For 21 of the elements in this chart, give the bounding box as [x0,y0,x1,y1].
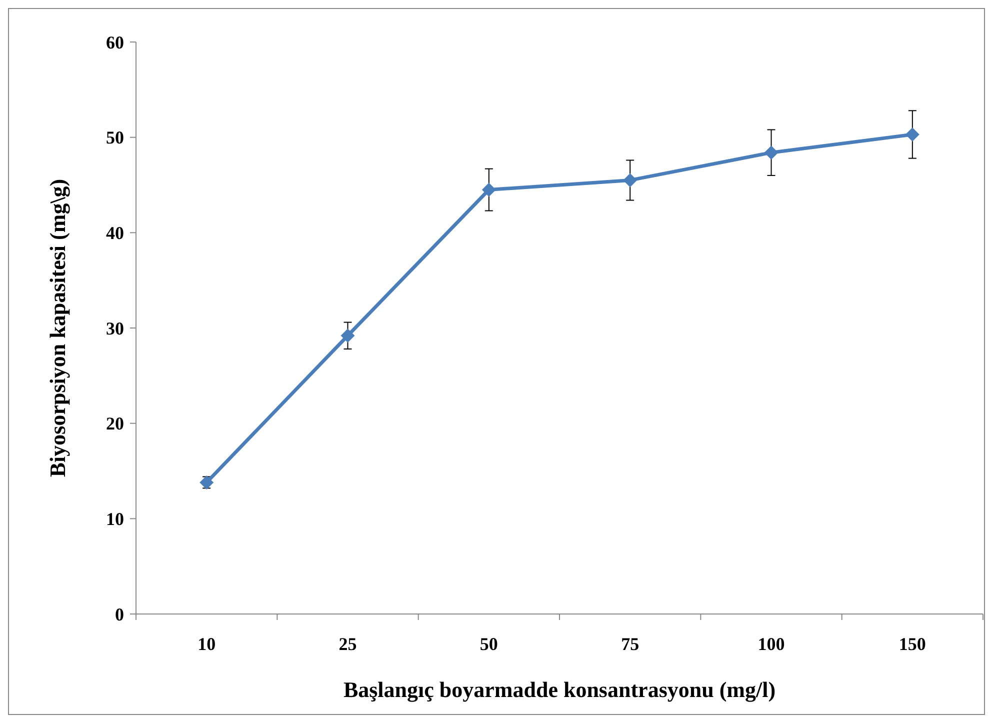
point [200,475,214,490]
point [340,328,355,343]
point [905,127,920,142]
y-tick-label: 50 [106,128,124,148]
x-tick-label: 75 [621,634,640,654]
y-tick-label: 10 [106,508,124,529]
x-tick-label: 50 [480,634,498,654]
y-tick-label: 40 [106,222,124,243]
y-axis-title: Biyosorpsiyon kapasitesi (mg\g) [45,178,70,478]
point [623,173,638,188]
y-tick-label: 0 [115,604,124,624]
point [764,146,778,160]
x-axis-title: Başlangıç boyarmadde konsantrasyonu (mg/l) [343,677,776,702]
point [482,182,496,197]
y-tick-label: 20 [106,414,124,434]
x-tick-label: 25 [338,634,357,654]
x-tick-label: 150 [898,634,926,654]
y-tick-label: 30 [106,318,124,338]
x-tick-label: 10 [198,634,216,654]
y-tick-label: 60 [106,32,124,52]
x-tick-label: 100 [758,634,785,654]
